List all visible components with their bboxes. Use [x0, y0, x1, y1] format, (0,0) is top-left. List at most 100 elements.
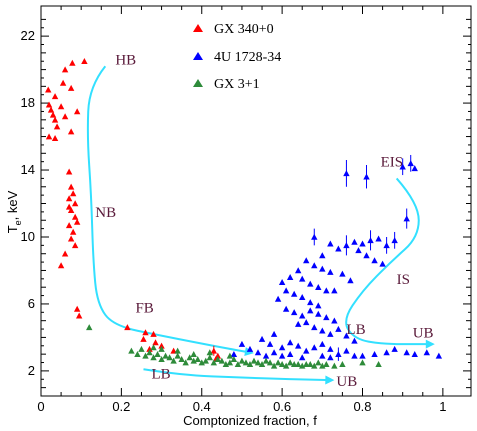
- point-4u-1728-34: [327, 330, 334, 337]
- annotation-lb: LB: [346, 322, 365, 338]
- annotation-is: IS: [397, 272, 410, 288]
- point-gx-3-1: [170, 357, 177, 364]
- point-gx-340-0: [45, 101, 53, 108]
- point-4u-1728-34: [343, 347, 350, 354]
- point-gx-3-1: [86, 324, 93, 331]
- annotation-hb: HB: [115, 53, 136, 69]
- point-gx-3-1: [226, 352, 234, 359]
- point-4u-1728-34: [246, 345, 254, 352]
- point-gx-340-0: [61, 66, 69, 73]
- point-gx-3-1: [202, 357, 209, 364]
- y-tick-label: 10: [21, 229, 35, 244]
- point-gx-3-1: [230, 355, 238, 362]
- point-gx-340-0: [214, 352, 222, 359]
- x-tick-label: 0.6: [273, 399, 291, 414]
- point-gx-340-0: [140, 335, 147, 342]
- point-4u-1728-34: [407, 160, 414, 167]
- point-gx-3-1: [210, 359, 218, 366]
- point-gx-340-0: [45, 86, 52, 93]
- point-4u-1728-34: [327, 268, 334, 275]
- point-gx-3-1: [158, 355, 165, 362]
- point-gx-340-0: [69, 190, 77, 197]
- point-gx-3-1: [242, 359, 250, 366]
- axis-ticks: 0 0.2 0.4 0.6 0.8 1 2 6 10 14 18 22: [21, 6, 471, 414]
- point-4u-1728-34: [355, 247, 362, 254]
- x-tick-label: 1: [439, 399, 446, 414]
- point-gx-3-1: [303, 360, 310, 367]
- point-gx-340-0: [67, 235, 75, 242]
- point-4u-1728-34: [230, 350, 238, 357]
- point-gx-3-1: [250, 357, 258, 364]
- point-4u-1728-34: [294, 320, 302, 327]
- point-gx-340-0: [57, 262, 65, 269]
- legend-label-gx3: GX 3+1: [214, 77, 260, 92]
- point-4u-1728-34: [294, 267, 302, 274]
- point-4u-1728-34: [367, 237, 374, 244]
- point-gx-3-1: [339, 360, 346, 367]
- point-gx-3-1: [190, 357, 197, 364]
- x-tick-label: 0: [37, 399, 44, 414]
- point-4u-1728-34: [359, 240, 366, 247]
- point-gx-3-1: [254, 359, 262, 366]
- point-gx-340-0: [73, 218, 81, 225]
- legend-marker-4u1728: [193, 52, 203, 60]
- point-gx-3-1: [166, 354, 173, 361]
- point-4u-1728-34: [379, 260, 386, 267]
- point-4u-1728-34: [303, 347, 310, 354]
- point-4u-1728-34: [282, 287, 290, 294]
- point-gx-3-1: [194, 355, 201, 362]
- point-gx-340-0: [158, 342, 165, 349]
- point-gx-340-0: [59, 79, 67, 86]
- point-4u-1728-34: [282, 305, 290, 312]
- annotation-nb: NB: [95, 205, 116, 221]
- point-4u-1728-34: [343, 170, 350, 177]
- point-4u-1728-34: [319, 352, 326, 359]
- point-4u-1728-34: [286, 339, 294, 346]
- point-4u-1728-34: [262, 352, 270, 359]
- point-gx-340-0: [150, 330, 157, 337]
- point-gx-3-1: [206, 354, 213, 361]
- point-gx-3-1: [198, 359, 205, 366]
- point-4u-1728-34: [238, 340, 246, 347]
- point-gx-3-1: [274, 359, 282, 366]
- point-4u-1728-34: [270, 330, 278, 337]
- point-gx-340-0: [67, 84, 75, 91]
- point-gx-3-1: [146, 349, 153, 356]
- legend-label-gx340: GX 340+0: [214, 22, 274, 37]
- trajectory-arrow: [86, 65, 251, 354]
- point-gx-340-0: [71, 242, 79, 249]
- point-4u-1728-34: [307, 299, 314, 306]
- point-4u-1728-34: [383, 349, 390, 356]
- point-4u-1728-34: [335, 325, 342, 332]
- point-gx-340-0: [71, 200, 79, 207]
- point-gx-3-1: [214, 355, 222, 362]
- point-gx-340-0: [65, 203, 73, 210]
- arrowhead: [425, 339, 435, 349]
- point-gx-340-0: [65, 222, 73, 229]
- point-4u-1728-34: [303, 257, 310, 264]
- point-4u-1728-34: [278, 344, 286, 351]
- point-4u-1728-34: [290, 290, 298, 297]
- point-gx-3-1: [222, 360, 230, 367]
- point-4u-1728-34: [299, 354, 306, 361]
- point-gx-340-0: [65, 195, 73, 202]
- point-gx-3-1: [299, 362, 306, 369]
- point-gx-340-0: [67, 128, 75, 135]
- point-gx-3-1: [331, 362, 338, 369]
- point-gx-340-0: [210, 347, 218, 354]
- point-4u-1728-34: [347, 277, 354, 284]
- trajectory-arrow: [143, 368, 331, 382]
- point-4u-1728-34: [339, 270, 346, 277]
- point-4u-1728-34: [403, 349, 410, 356]
- legend-marker-gx340: [193, 24, 203, 32]
- point-gx-3-1: [138, 345, 145, 352]
- point-4u-1728-34: [351, 238, 358, 245]
- point-4u-1728-34: [391, 237, 398, 244]
- point-4u-1728-34: [363, 252, 370, 259]
- point-gx-3-1: [128, 347, 135, 354]
- point-4u-1728-34: [315, 284, 322, 291]
- point-gx-340-0: [73, 108, 81, 115]
- point-4u-1728-34: [299, 312, 306, 319]
- point-gx-3-1: [134, 350, 141, 357]
